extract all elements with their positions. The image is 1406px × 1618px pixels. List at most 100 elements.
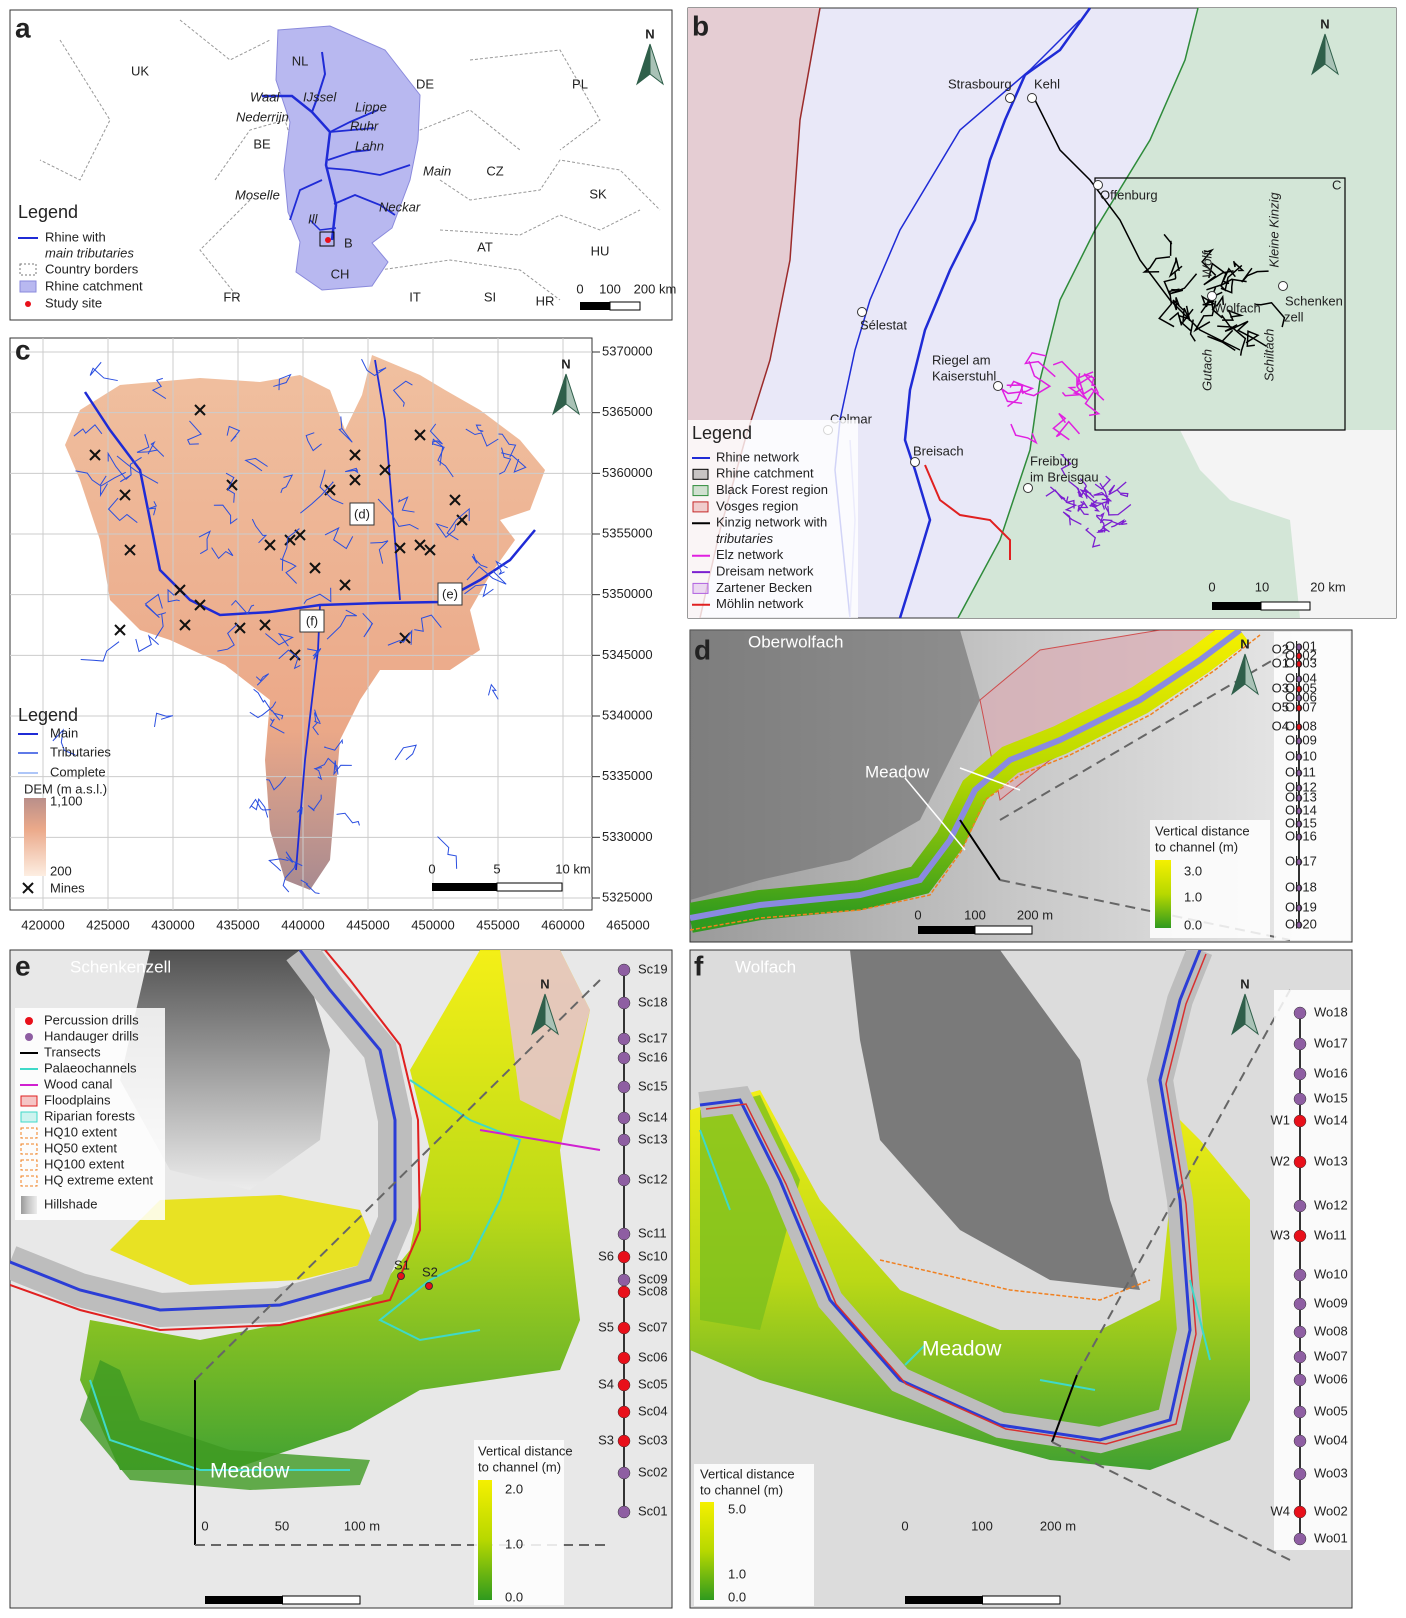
stream: [446, 507, 470, 541]
drill-point: [1295, 694, 1303, 702]
legend-symbol: [692, 485, 709, 497]
y-tick-label: 5325000: [602, 889, 653, 904]
site-box: [437, 582, 463, 606]
legend-symbol: [20, 1127, 38, 1139]
point-label: Sc15: [638, 1078, 668, 1093]
drill-point: [1295, 904, 1303, 912]
legend-item: HQ100 extent: [44, 1156, 125, 1171]
legend-title: Legend: [692, 423, 752, 443]
drill-label: O2: [1272, 641, 1289, 656]
transect-strip: [1274, 990, 1350, 1550]
drill-point: [1295, 921, 1303, 929]
x-tick-label: 465000: [606, 917, 649, 932]
drill-point: [1295, 753, 1303, 761]
scale-label: 200 km: [634, 281, 677, 296]
mine-icon: [339, 579, 351, 591]
stream: [154, 712, 174, 728]
main-river: [295, 604, 321, 871]
colorbar-label: 0.0: [505, 1589, 523, 1604]
point-label: Sc04: [638, 1403, 668, 1418]
point-label: Wo02: [1314, 1503, 1348, 1518]
point-label: Wo14: [1314, 1112, 1348, 1127]
stream: [1179, 319, 1196, 342]
drill-point: [1295, 858, 1303, 866]
legend-symbol: [20, 1143, 38, 1155]
river-label: Schiltach: [1261, 329, 1276, 382]
stream: [1099, 512, 1113, 524]
legend-symbol: [21, 1196, 37, 1214]
scale-bar: [496, 882, 563, 892]
country-label: HR: [536, 293, 555, 308]
drill-point: [617, 1032, 631, 1046]
tributaries: [52, 358, 527, 895]
stream: [333, 760, 352, 776]
drill-point: [617, 1173, 631, 1187]
scale-bar: [918, 926, 975, 934]
point-label: Wo18: [1314, 1004, 1348, 1019]
stream: [1010, 423, 1038, 445]
stream: [377, 498, 419, 530]
site-label: (e): [442, 586, 458, 601]
mine-icon: [89, 449, 101, 461]
stream: [326, 609, 358, 640]
drill-point: [1295, 685, 1303, 693]
drill-point: [1293, 1325, 1307, 1339]
stream: [1169, 311, 1190, 326]
drill-point: [1293, 1067, 1307, 1081]
north-arrow: [1244, 653, 1259, 696]
stream: [151, 377, 167, 400]
palaeochannel: [904, 1344, 926, 1366]
stream: [370, 540, 389, 564]
point-label: Sc02: [638, 1464, 668, 1479]
stream: [1163, 271, 1177, 296]
legend-item: Hillshade: [44, 1196, 97, 1211]
point-label: Ob19: [1285, 899, 1317, 914]
drill-label: S6: [598, 1248, 614, 1263]
river-label: IJssel: [303, 89, 337, 104]
stream: [300, 481, 334, 514]
vd-surface: [80, 950, 590, 1470]
dreisam-network: [1045, 453, 1132, 548]
drill-point: [617, 1378, 631, 1392]
study-box: [319, 231, 335, 247]
country-border: [39, 39, 111, 181]
place-label: Riegel am: [932, 352, 991, 367]
stream: [1142, 256, 1171, 273]
stream: [231, 599, 255, 615]
place-label: Wolfach: [1214, 300, 1261, 315]
stream: [314, 757, 339, 775]
colorbar: [1155, 860, 1171, 928]
meadow-label: Meadow: [865, 762, 930, 781]
channel: [699, 950, 1202, 1442]
map-e: [10, 950, 610, 1546]
x-tick-label: 435000: [216, 917, 259, 932]
drill-point: [1293, 1006, 1307, 1020]
stream: [471, 553, 488, 569]
channel: [10, 950, 397, 1312]
stream: [282, 860, 297, 893]
legend-box: [15, 1008, 165, 1220]
scale-label: 100: [971, 1518, 993, 1533]
stream: [464, 583, 494, 598]
river-label: Kleine Kinzig: [1266, 192, 1281, 268]
stream: [1084, 386, 1101, 417]
drill-point: [617, 1227, 631, 1241]
country-border: [439, 159, 661, 211]
stream: [498, 433, 517, 458]
site-box: [299, 609, 325, 633]
stream: [52, 728, 76, 756]
drill-point: [1293, 1199, 1307, 1213]
drill-point: [617, 1051, 631, 1065]
stream: [225, 472, 235, 503]
drill-point: [1293, 1434, 1307, 1448]
scale-bar: [282, 1595, 361, 1605]
point-label: Wo17: [1314, 1035, 1348, 1050]
legend-symbol: [20, 1095, 38, 1107]
stream: [1064, 496, 1078, 513]
place-label: Strasbourg: [948, 76, 1012, 91]
legend-item: Palaeochannels: [44, 1060, 137, 1075]
country-label: SK: [589, 186, 607, 201]
drill-point: [1295, 784, 1303, 792]
scale-bar: [1260, 601, 1311, 611]
river-label: Lippe: [355, 99, 387, 114]
